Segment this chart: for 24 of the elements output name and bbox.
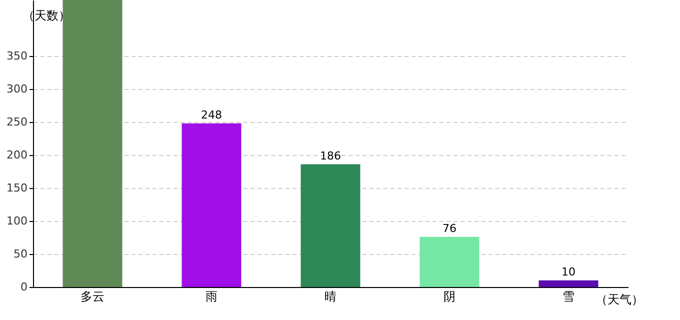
y-axis-title: （天数） — [22, 8, 70, 22]
bar — [538, 280, 598, 287]
data-label: 248 — [201, 108, 222, 122]
data-label: 10 — [562, 265, 576, 278]
data-label: 76 — [442, 222, 456, 235]
data-label: 186 — [320, 149, 341, 162]
y-tick-label: 250 — [6, 116, 28, 129]
x-tick-label: 多云 — [80, 290, 104, 304]
x-tick-label: 雨 — [206, 290, 218, 304]
y-tick-label: 0 — [20, 280, 28, 294]
bar — [420, 236, 480, 287]
y-tick-label: 100 — [6, 214, 28, 228]
bar — [182, 123, 242, 287]
y-tick-label: 150 — [6, 182, 28, 195]
y-tick-label: 350 — [6, 50, 28, 63]
y-tick-label: 200 — [6, 148, 28, 162]
y-tick-label: 50 — [14, 248, 28, 261]
x-tick-label: 雪 — [562, 290, 574, 304]
y-tick-label: 300 — [6, 82, 28, 96]
bar — [300, 164, 360, 287]
x-tick-label: 阴 — [444, 290, 456, 304]
x-tick-label: 晴 — [324, 290, 336, 304]
x-axis-title: （天气） — [596, 292, 644, 306]
bar — [62, 0, 122, 287]
